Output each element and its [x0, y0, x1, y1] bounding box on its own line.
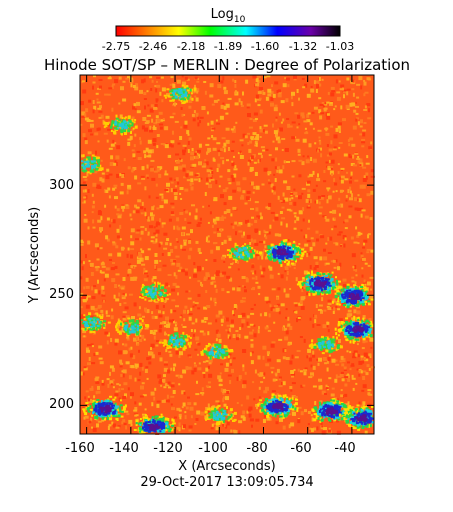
y-tick-label: 250	[49, 287, 74, 302]
y-tick-label: 200	[49, 397, 74, 412]
colorbar-tick-label: -1.32	[289, 40, 317, 53]
y-tick-label: 300	[49, 178, 74, 193]
x-tick-label: -120	[153, 441, 183, 456]
colorbar-tick-label: -2.75	[102, 40, 130, 53]
colorbar-tick-label: -1.60	[251, 40, 279, 53]
colorbar-title: Log10	[211, 7, 246, 25]
colorbar-tick-label: -2.18	[177, 40, 205, 53]
plot-frame	[79, 74, 375, 435]
colorbar-gradient	[115, 25, 341, 37]
map-active-regions	[81, 84, 374, 434]
x-tick-label: -100	[198, 441, 228, 456]
x-tick-label: -80	[246, 441, 267, 456]
y-axis-ticks	[80, 184, 374, 406]
colorbar-tick-label: -2.46	[139, 40, 167, 53]
x-tick-label: -40	[334, 441, 355, 456]
observation-timestamp: 29-Oct-2017 13:09:05.734	[140, 475, 313, 490]
x-tick-label: -140	[109, 441, 139, 456]
polarization-map	[80, 75, 375, 435]
x-axis-label: X (Arcseconds)	[178, 459, 275, 474]
x-axis-ticks	[86, 75, 353, 434]
plot-title: Hinode SOT/SP – MERLIN : Degree of Polar…	[44, 56, 410, 74]
x-tick-label: -160	[65, 441, 95, 456]
colorbar-tick-label: -1.03	[326, 40, 354, 53]
colorbar-tick-label: -1.89	[214, 40, 242, 53]
x-tick-label: -60	[290, 441, 311, 456]
y-axis-label: Y (Arcseconds)	[27, 207, 42, 304]
